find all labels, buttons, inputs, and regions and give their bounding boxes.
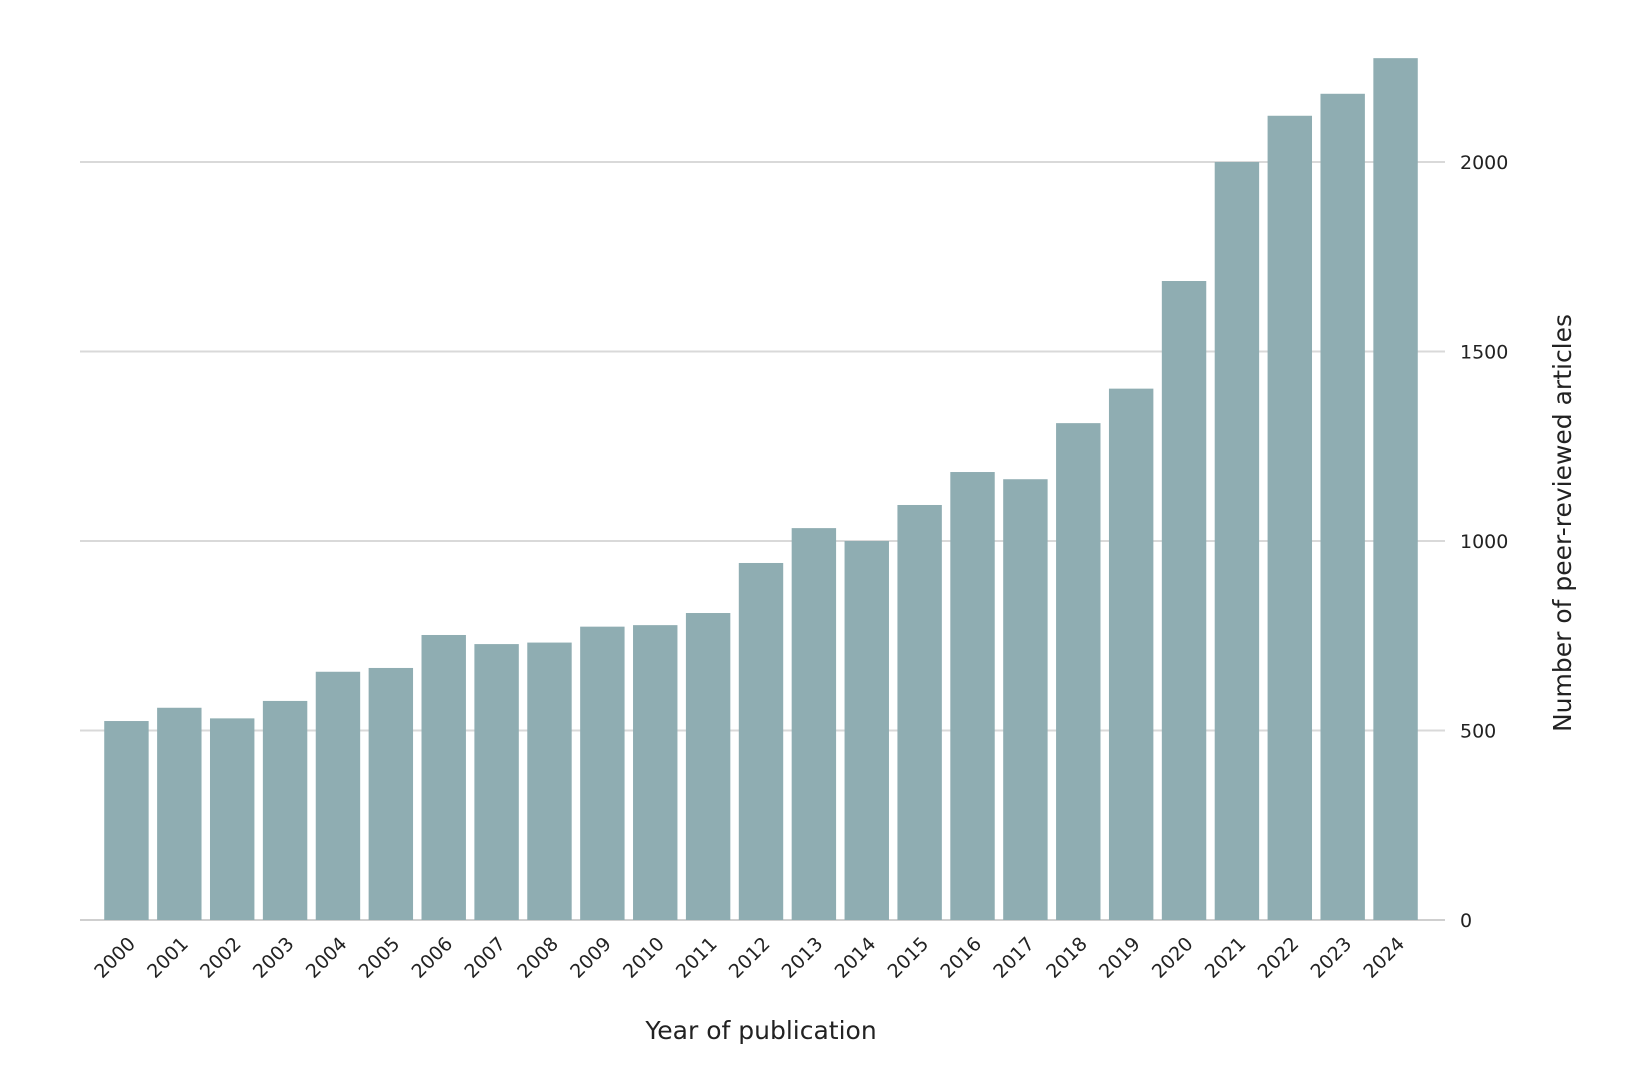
y-axis-title: Number of peer-reviewed articles <box>1548 314 1577 732</box>
x-tick-label: 2006 <box>408 933 458 983</box>
bar-2019 <box>1108 388 1154 921</box>
x-tick-label: 2022 <box>1254 933 1304 983</box>
bar-2017 <box>1003 479 1048 920</box>
bar-2018 <box>1056 423 1101 920</box>
bar-2011 <box>685 613 731 920</box>
x-axis-ticks: 2000 2001 2002 2003 2004 2005 2006 2007 2008 2009… <box>90 933 1409 983</box>
bar-2013 <box>791 528 837 920</box>
bar-2023 <box>1320 93 1365 920</box>
x-tick-label: 2016 <box>936 933 986 983</box>
x-tick-label: 2011 <box>672 933 722 983</box>
x-tick-label: 2004 <box>302 933 352 983</box>
bar-2006 <box>421 634 466 920</box>
x-axis-title: Year of publication <box>644 1016 876 1045</box>
bar-2012 <box>738 562 784 920</box>
x-tick-label: 2019 <box>1095 933 1145 983</box>
y-tick-label: 500 <box>1460 721 1496 743</box>
x-tick-label: 2018 <box>1042 933 1092 983</box>
bar-2010 <box>633 625 678 920</box>
x-tick-label: 2020 <box>1148 933 1198 983</box>
x-tick-label: 2000 <box>90 933 140 983</box>
bar-2020 <box>1161 281 1207 921</box>
x-tick-label: 2021 <box>1201 933 1251 983</box>
x-tick-label: 2013 <box>778 933 828 983</box>
y-tick-label: 2000 <box>1460 152 1508 174</box>
x-tick-label: 2003 <box>249 933 299 983</box>
x-tick-label: 2008 <box>513 933 563 983</box>
bar-2004 <box>315 671 361 920</box>
y-tick-label: 1000 <box>1460 531 1508 553</box>
x-tick-label: 2014 <box>831 933 881 983</box>
bar-2005 <box>368 667 414 920</box>
bars <box>104 58 1418 921</box>
bar-2021 <box>1214 162 1260 920</box>
bar-2001 <box>157 707 202 920</box>
bar-2014 <box>844 541 889 920</box>
x-tick-label: 2012 <box>725 933 775 983</box>
x-tick-label: 2005 <box>355 933 405 983</box>
bar-2015 <box>897 504 942 920</box>
y-tick-label: 1500 <box>1460 342 1508 364</box>
x-tick-label: 2015 <box>883 933 933 983</box>
bar-2016 <box>950 472 995 920</box>
bar-2000 <box>104 721 149 920</box>
x-tick-label: 2010 <box>619 933 669 983</box>
x-tick-label: 2024 <box>1359 933 1409 983</box>
bar-2002 <box>209 718 255 920</box>
bar-2003 <box>262 700 308 920</box>
x-tick-label: 2001 <box>143 933 193 983</box>
x-tick-label: 2002 <box>196 933 246 983</box>
bar-2009 <box>580 626 625 920</box>
bar-2008 <box>527 642 572 920</box>
x-tick-label: 2007 <box>460 933 510 983</box>
x-tick-label: 2009 <box>566 933 616 983</box>
bar-2022 <box>1267 115 1313 920</box>
bar-2024 <box>1373 58 1418 921</box>
y-axis-ticks: 0 500 1000 1500 2000 <box>1460 152 1508 932</box>
x-tick-label: 2023 <box>1306 933 1356 983</box>
x-tick-label: 2017 <box>989 933 1039 983</box>
y-tick-label: 0 <box>1460 910 1472 932</box>
bar-2007 <box>474 644 519 920</box>
